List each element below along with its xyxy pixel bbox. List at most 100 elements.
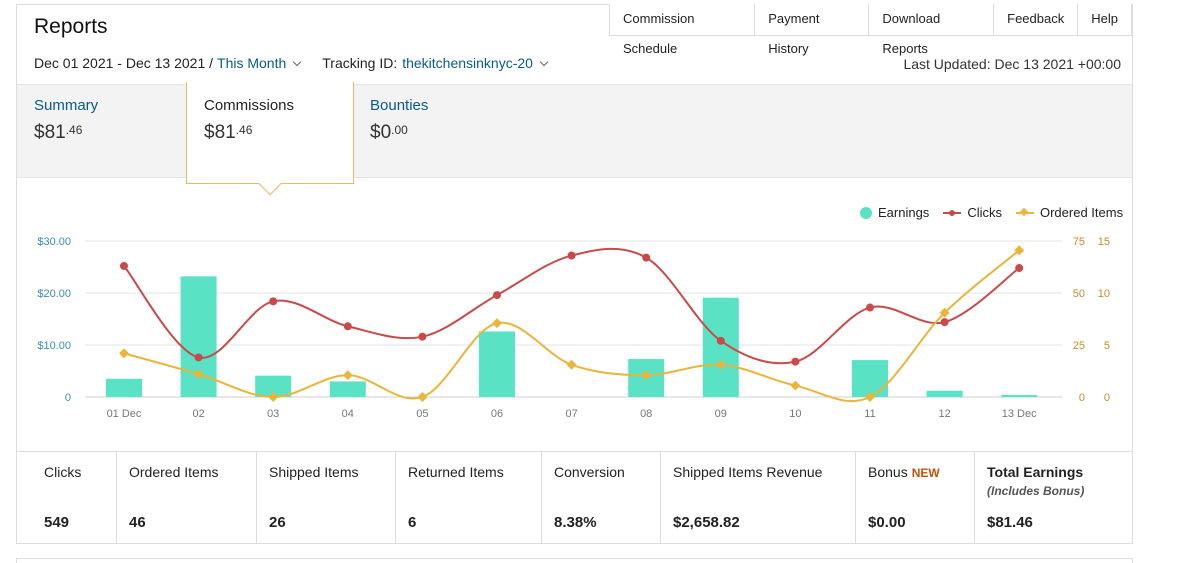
ordered-items-point bbox=[566, 359, 577, 370]
clicks-point bbox=[567, 251, 576, 260]
x-tick-label: 05 bbox=[416, 408, 428, 420]
y-right-ordered-tick-label: 10 bbox=[1098, 288, 1110, 300]
chevron-down-icon bbox=[539, 57, 549, 66]
ordered-marker-icon bbox=[1015, 208, 1034, 218]
report-tabs: Summary $81.46 Commissions $81.46 Bounti… bbox=[17, 82, 1132, 196]
stat-shipped-items: Shipped Items 26 bbox=[257, 452, 396, 544]
period-dropdown[interactable]: This Month bbox=[217, 55, 302, 71]
chart-legend: Earnings Clicks Ordered Items bbox=[860, 205, 1123, 220]
x-tick-label: 07 bbox=[565, 408, 577, 420]
tab-bounties-label: Bounties bbox=[370, 97, 429, 114]
tracking-label: Tracking ID: bbox=[322, 55, 398, 71]
legend-clicks[interactable]: Clicks bbox=[943, 205, 1002, 220]
x-tick-label: 08 bbox=[640, 408, 652, 420]
ordered-items-point bbox=[268, 392, 279, 402]
earnings-bar bbox=[1001, 394, 1038, 397]
nav-commission-schedule[interactable]: Commission Schedule bbox=[623, 11, 695, 56]
ordered-items-point bbox=[865, 392, 875, 402]
legend-ordered-items[interactable]: Ordered Items bbox=[1015, 205, 1123, 220]
nav-feedback[interactable]: Feedback bbox=[993, 4, 1077, 35]
x-tick-label: 13 Dec bbox=[1002, 408, 1037, 420]
x-tick-label: 09 bbox=[715, 408, 727, 420]
tab-commissions[interactable]: Commissions $81.46 bbox=[186, 82, 354, 196]
ordered-items-point bbox=[641, 370, 652, 381]
period-label: This Month bbox=[217, 55, 287, 71]
earnings-chart: 0 0 0 $10.00 25 5 $20.00 50 10 $30.00 75 15 01 Dec 02… bbox=[37, 236, 1110, 420]
nav-download-reports[interactable]: Download Reports bbox=[868, 4, 993, 56]
y-right-clicks-tick-label: 25 bbox=[1073, 340, 1085, 352]
nav-payment-history[interactable]: Payment History bbox=[754, 4, 868, 56]
clicks-point bbox=[1015, 264, 1024, 273]
tracking-id-value: thekitchensinknyc-20 bbox=[402, 55, 533, 71]
tab-summary-label: Summary bbox=[34, 97, 99, 114]
y-right-ordered-tick-label: 5 bbox=[1104, 340, 1110, 352]
y-right-clicks-tick-label: 50 bbox=[1073, 288, 1085, 300]
new-badge: NEW bbox=[911, 466, 940, 480]
tab-bounties[interactable]: Bounties $0.00 bbox=[353, 85, 521, 179]
stat-total-earnings: Total Earnings (Includes Bonus) $81.46 bbox=[987, 464, 1085, 531]
clicks-marker-icon bbox=[943, 208, 962, 218]
reports-panel: Reports Commission Schedule Payment Hist… bbox=[16, 4, 1133, 544]
tab-commissions-label: Commissions bbox=[204, 97, 295, 114]
page-title: Reports bbox=[34, 15, 108, 38]
x-tick-label: 03 bbox=[267, 408, 279, 420]
earnings-bar bbox=[702, 297, 739, 397]
nav-help[interactable]: Help bbox=[1077, 4, 1131, 35]
ordered-items-point bbox=[715, 359, 726, 370]
y-right-clicks-tick-label: 75 bbox=[1073, 236, 1085, 248]
ordered-items-point bbox=[119, 348, 129, 359]
ordered-items-point bbox=[193, 369, 204, 380]
ordered-items-point bbox=[790, 380, 801, 391]
y-left-tick-label: $20.00 bbox=[37, 288, 71, 300]
earnings-bar bbox=[106, 378, 142, 397]
last-updated: Last Updated: Dec 13 2021 +00:00 bbox=[903, 56, 1121, 72]
clicks-point bbox=[866, 303, 874, 312]
x-tick-label: 12 bbox=[938, 408, 950, 420]
clicks-point bbox=[791, 357, 800, 366]
tab-summary-value: $81.46 bbox=[34, 122, 83, 143]
y-right-ordered-tick-label: 0 bbox=[1104, 392, 1110, 404]
tracking-id-selector[interactable]: Tracking ID: thekitchensinknyc-20 bbox=[322, 55, 549, 71]
stat-conversion: Conversion 8.38% bbox=[542, 452, 661, 544]
ordered-items-point bbox=[417, 392, 428, 402]
earnings-dot-icon bbox=[860, 206, 872, 219]
clicks-point bbox=[642, 253, 651, 262]
ordered-items-point bbox=[939, 307, 950, 318]
clicks-point bbox=[194, 353, 203, 362]
ordered-items-point bbox=[492, 318, 502, 329]
next-panel-edge bbox=[16, 558, 1133, 563]
legend-earnings[interactable]: Earnings bbox=[860, 205, 929, 220]
stat-clicks: Clicks 549 bbox=[17, 452, 117, 544]
clicks-point bbox=[343, 322, 352, 331]
stat-ordered-items: Ordered Items 46 bbox=[117, 452, 257, 544]
x-tick-label: 04 bbox=[342, 408, 354, 420]
chevron-down-icon bbox=[293, 57, 302, 67]
y-left-tick-label: 0 bbox=[65, 392, 71, 404]
x-tick-label: 02 bbox=[192, 408, 204, 420]
earnings-bar bbox=[329, 381, 366, 397]
date-range: Dec 01 2021 - Dec 13 2021 / bbox=[34, 55, 214, 71]
tab-summary[interactable]: Summary $81.46 bbox=[17, 85, 185, 179]
clicks-line bbox=[123, 247, 1020, 365]
x-tick-label: 11 bbox=[864, 408, 875, 420]
stat-returned-items: Returned Items 6 bbox=[396, 452, 542, 544]
clicks-point bbox=[269, 297, 278, 306]
clicks-point bbox=[940, 318, 949, 327]
clicks-point bbox=[716, 336, 725, 345]
y-left-tick-label: $10.00 bbox=[37, 340, 71, 352]
y-left-tick-label: $30.00 bbox=[37, 236, 71, 248]
x-tick-label: 01 Dec bbox=[107, 408, 142, 420]
x-tick-label: 10 bbox=[789, 408, 801, 420]
y-right-clicks-tick-label: 0 bbox=[1079, 392, 1085, 404]
earnings-bar bbox=[926, 390, 963, 397]
stat-bonus: Bonus NEW $0.00 bbox=[856, 452, 975, 544]
y-right-ordered-tick-label: 15 bbox=[1098, 236, 1110, 248]
clicks-point bbox=[120, 261, 128, 270]
ordered-items-point bbox=[1014, 245, 1025, 256]
stats-row: Clicks 549 Ordered Items 46 Shipped Item… bbox=[17, 451, 1132, 544]
filter-bar: Dec 01 2021 - Dec 13 2021 / This Month T… bbox=[34, 55, 549, 71]
stat-shipped-revenue: Shipped Items Revenue $2,658.82 bbox=[661, 452, 856, 544]
x-tick-label: 06 bbox=[491, 408, 503, 420]
tab-bounties-value: $0.00 bbox=[370, 122, 408, 143]
top-nav: Commission Schedule Payment History Down… bbox=[609, 4, 1132, 56]
